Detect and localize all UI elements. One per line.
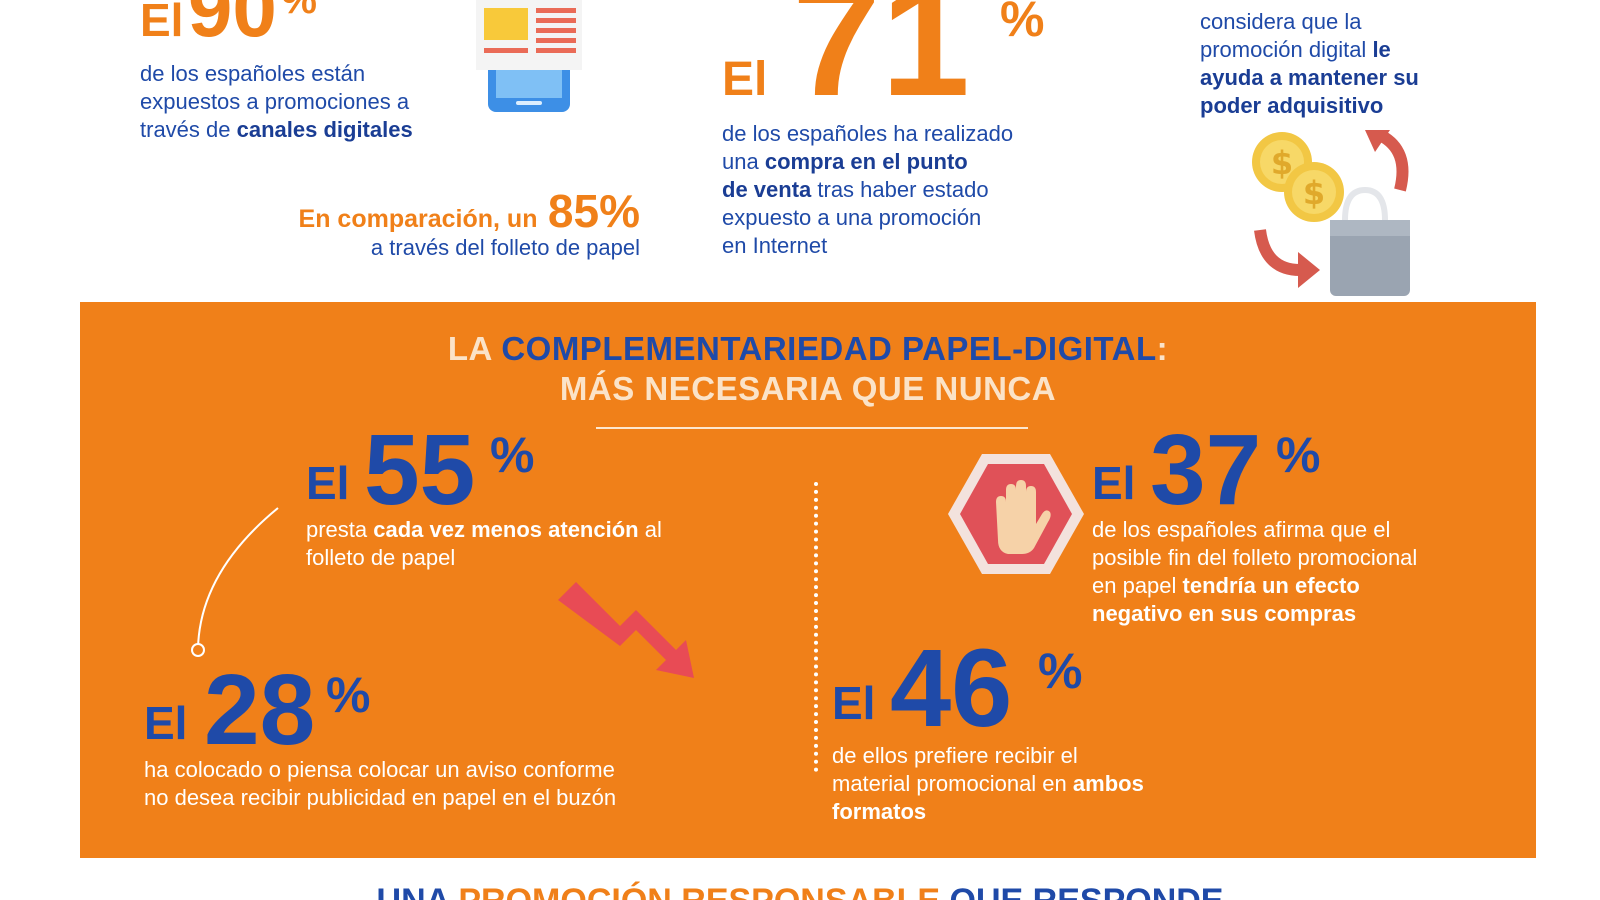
compare-line1: En comparación, un	[298, 205, 538, 233]
stat-90-block: El 90 % de los españoles están expuestos…	[140, 0, 470, 144]
right-top-block: considera que la promoción digital le ay…	[1200, 8, 1500, 120]
right-line4-bold: poder adquisitivo	[1200, 93, 1384, 118]
stat-37-percent: %	[1276, 427, 1321, 483]
stat-46-percent: %	[1038, 643, 1083, 699]
stat-90-el: El	[140, 0, 184, 46]
right-line2-pre: promoción digital	[1200, 37, 1373, 62]
stat-55-block: El 55 % presta cada vez menos atención a…	[306, 420, 746, 572]
stat-71-block: El 71 % de los españoles ha realizado un…	[722, 0, 1142, 260]
stat-55-line2: folleto de papel	[306, 545, 456, 570]
stat-37-number: 37	[1150, 414, 1262, 526]
stat-28-number: 28	[204, 654, 316, 766]
band-title-colon: :	[1156, 330, 1169, 367]
band-title-line2: MÁS NECESARIA QUE NUNCA	[559, 370, 1057, 407]
stat-90-line3-pre: través de	[140, 117, 237, 142]
compare-number: 85%	[547, 185, 640, 237]
stat-71-line4: expuesto a una promoción	[722, 205, 982, 230]
down-trend-arrow-icon	[558, 582, 694, 678]
stat-55-number: 55	[364, 414, 476, 526]
stat-28-block: El 28 % ha colocado o piensa colocar un …	[144, 660, 704, 812]
stat-46-number: 46	[890, 627, 1013, 750]
stat-71-line2-pre: una	[722, 149, 765, 174]
stat-90-percent: %	[281, 0, 317, 22]
stat-46-line3-bold: formatos	[832, 799, 927, 824]
complementarity-band: LA COMPLEMENTARIEDAD PAPEL-DIGITAL: MÁS …	[80, 302, 1536, 858]
svg-text:$: $	[1271, 144, 1293, 182]
stat-71-percent: %	[1000, 0, 1045, 47]
stop-hand-icon	[948, 454, 1084, 574]
band-title-la: LA	[447, 330, 502, 367]
stat-55-bold: cada vez menos atención	[373, 517, 639, 542]
stat-71-line2-bold: compra en el punto	[764, 149, 968, 174]
bottom-title-post: QUE RESPONDE	[940, 882, 1224, 900]
stat-46-line2-pre: material promocional en	[832, 771, 1073, 796]
stat-71-line5: en Internet	[722, 233, 828, 258]
stat-71-el: El	[722, 53, 768, 106]
stat-46-line2-bold: ambos	[1072, 771, 1144, 796]
compare-block: En comparación, un 85% a través del foll…	[250, 184, 640, 262]
stat-28-line1: ha colocado o piensa colocar un aviso co…	[144, 757, 615, 782]
stat-46-el: El	[832, 677, 876, 729]
stat-90-line1: de los españoles están	[140, 61, 366, 86]
stat-71-line3-bold: de venta	[722, 177, 812, 202]
band-title-main: COMPLEMENTARIEDAD PAPEL-DIGITAL	[501, 330, 1157, 367]
stat-90-line3-bold: canales digitales	[236, 117, 413, 142]
stat-37-line3-bold: tendría un efecto	[1182, 573, 1360, 598]
stat-55-el: El	[306, 457, 350, 509]
right-line2-bold: le	[1372, 37, 1391, 62]
stat-90-number: 90	[187, 0, 277, 53]
stat-37-line2: posible fin del folleto promocional	[1092, 545, 1418, 570]
stat-71-line3-post: tras haber estado	[811, 177, 989, 202]
bottom-title-mid: PROMOCIÓN RESPONSABLE	[458, 882, 940, 900]
stat-71-line1: de los españoles ha realizado	[722, 121, 1014, 146]
stat-55-percent: %	[490, 427, 535, 483]
right-line1: considera que la	[1200, 9, 1362, 34]
stat-28-percent: %	[326, 667, 371, 723]
stat-71-number: 71	[792, 0, 970, 129]
compare-line2: a través del folleto de papel	[370, 235, 640, 260]
stat-37-block: El 37 % de los españoles afirma que el p…	[1092, 420, 1532, 628]
coins-bag-icon: $ $	[1252, 130, 1410, 296]
connector-curve	[191, 507, 279, 657]
phone-flyer-icon	[476, 0, 582, 112]
stat-28-el: El	[144, 697, 188, 749]
stat-55-pre: presta	[306, 517, 374, 542]
stat-90-line2: expuestos a promociones a	[140, 89, 410, 114]
stat-46-block: El 46 % de ellos prefiere recibir el mat…	[832, 634, 1272, 826]
right-line3-bold: ayuda a mantener su	[1200, 65, 1419, 90]
bottom-title-pre: UNA	[377, 882, 459, 900]
title-divider	[596, 427, 1028, 429]
stat-37-el: El	[1092, 457, 1136, 509]
band-title-line1: LA COMPLEMENTARIEDAD PAPEL-DIGITAL:	[80, 330, 1536, 368]
bottom-title: UNA PROMOCIÓN RESPONSABLE QUE RESPONDE	[0, 882, 1600, 900]
svg-text:$: $	[1303, 174, 1325, 212]
stat-37-line4-bold: negativo en sus compras	[1092, 601, 1357, 626]
stat-37-line1: de los españoles afirma que el	[1092, 517, 1391, 542]
stat-37-line3-pre: en papel	[1092, 573, 1183, 598]
dotted-divider	[814, 482, 818, 772]
stat-28-line2: no desea recibir publicidad en papel en …	[144, 785, 617, 810]
stat-55-post: al	[638, 517, 662, 542]
stat-46-line1: de ellos prefiere recibir el	[832, 743, 1078, 768]
